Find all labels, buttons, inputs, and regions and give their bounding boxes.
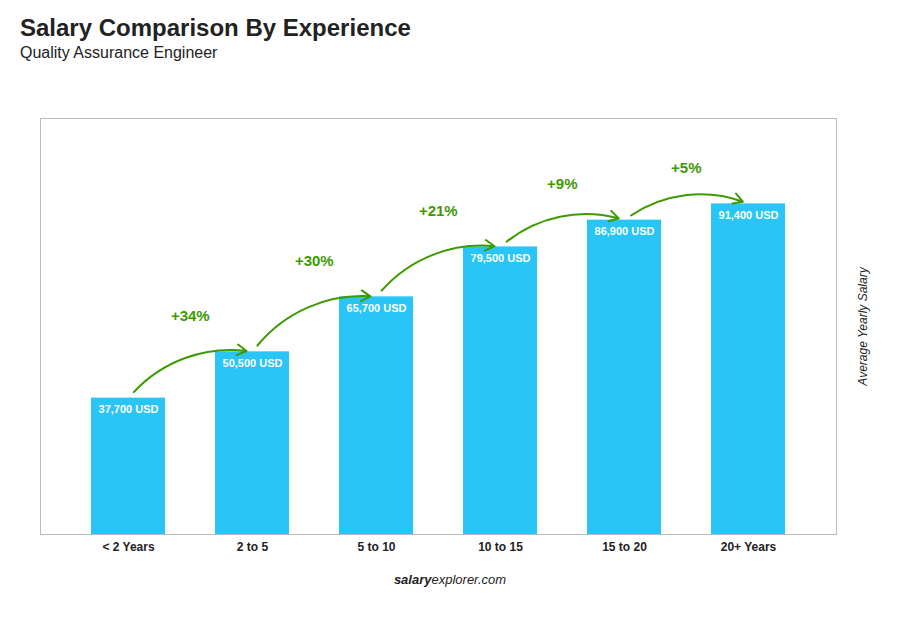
- svg-text:2 to 5: 2 to 5: [237, 540, 269, 554]
- svg-text:15 to 20: 15 to 20: [602, 540, 647, 554]
- svg-text:5 to 10: 5 to 10: [357, 540, 395, 554]
- svg-text:+34%: +34%: [171, 307, 210, 324]
- html-text:Salary Comparison By Experienc: Salary Comparison By Experience: [20, 14, 411, 41]
- svg-text:20+ Years: 20+ Years: [721, 540, 777, 554]
- svg-text:Average Yearly Salary: Average Yearly Salary: [856, 266, 870, 386]
- svg-text:37,700 USD: 37,700 USD: [99, 403, 159, 415]
- svg-text:< 2 Years: < 2 Years: [102, 540, 154, 554]
- svg-text:+5%: +5%: [671, 159, 701, 176]
- svg-text:79,500 USD: 79,500 USD: [471, 252, 531, 264]
- svg-text:+21%: +21%: [419, 202, 458, 219]
- svg-text:+30%: +30%: [295, 252, 334, 269]
- svg-text:+9%: +9%: [547, 175, 577, 192]
- svg-text:65,700 USD: 65,700 USD: [347, 302, 407, 314]
- html-text:salary explorer.com: salary explorer.com: [393, 572, 507, 587]
- svg-text:10 to 15: 10 to 15: [478, 540, 523, 554]
- html-text:Quality Assurance Engineer: Quality Assurance Engineer: [20, 44, 218, 61]
- svg-text:91,400 USD: 91,400 USD: [719, 209, 779, 221]
- svg-text:50,500 USD: 50,500 USD: [223, 357, 283, 369]
- svg-text:86,900 USD: 86,900 USD: [595, 225, 655, 237]
